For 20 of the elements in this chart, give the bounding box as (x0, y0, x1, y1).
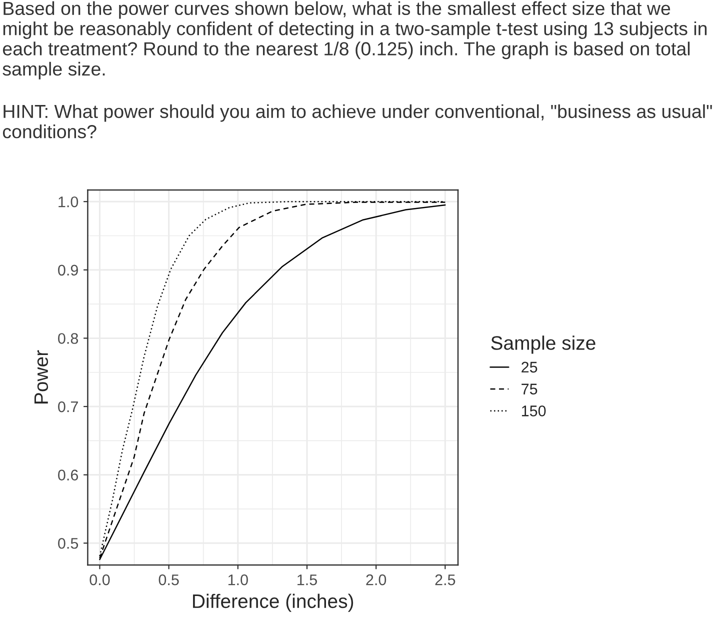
legend-label: 150 (522, 406, 546, 416)
x-tick-label: 1.0 (228, 574, 248, 586)
x-tick-label: 0.0 (90, 574, 110, 586)
x-tick-label: 0.5 (158, 574, 179, 586)
y-tick-label: 0.8 (58, 333, 78, 344)
y-axis-title: Power (34, 350, 48, 404)
chart-subtitle: HINT: What power should you aim to achieve under conventional, "business as usual" conditions? (2, 104, 712, 138)
y-tick-label: 0.9 (58, 264, 78, 276)
x-tick-label: 2.0 (366, 574, 386, 586)
chart-title: Based on the power curves shown below, what is the smallest effect size that we might be reasonably confident of detecting in a two-sample t-test using 13 subjects in each treatment? Round to the nearest 1/8 (0.125) inch. The graph is based on total sample size. (2, 1, 707, 80)
y-tick-label: 0.5 (58, 538, 78, 549)
legend-label: 75 (522, 384, 538, 394)
x-axis-title: Difference (inches) (193, 594, 354, 612)
x-tick-label: 1.5 (298, 574, 317, 586)
legend-label: 25 (522, 362, 538, 373)
x-tick-label: 2.5 (435, 574, 456, 586)
legend-title: Sample size (491, 336, 596, 354)
y-tick-label: 0.7 (58, 401, 78, 412)
y-tick-label: 0.6 (58, 470, 78, 481)
y-tick-label: 1.0 (58, 196, 78, 208)
